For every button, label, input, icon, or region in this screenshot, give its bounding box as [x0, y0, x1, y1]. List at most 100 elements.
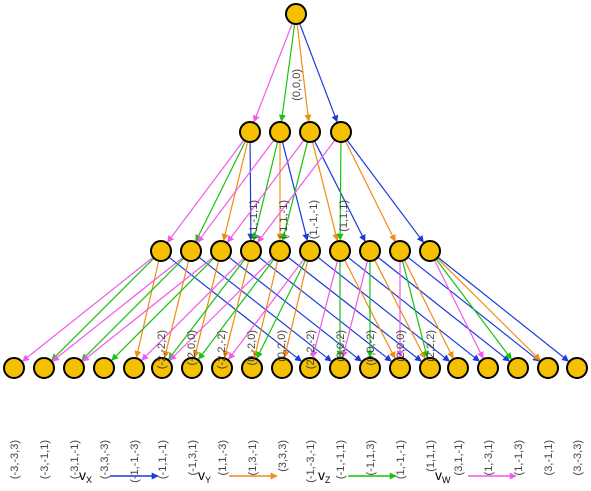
node-label: (3,-1,1)	[543, 440, 555, 475]
edge-vw	[141, 257, 245, 361]
node-label: (0,0,0)	[291, 69, 303, 101]
node-level-2-3	[240, 240, 262, 262]
node-level-2-2	[210, 240, 232, 262]
node-label: (-1,-1,1)	[335, 440, 347, 479]
edge-vy	[436, 257, 541, 361]
node-label: (-1,-3,-1)	[305, 440, 317, 483]
node-level-3-13	[389, 357, 411, 379]
node-level-2-1	[180, 240, 202, 262]
node-level-2-8	[389, 240, 411, 262]
edge-vz	[195, 140, 247, 242]
edge-vy	[162, 260, 190, 359]
edge-vx	[228, 256, 362, 362]
edge-vw	[310, 260, 339, 359]
edge-vz	[336, 141, 344, 241]
edge-vw	[433, 259, 484, 359]
node-level-3-12	[359, 357, 381, 379]
legend-label-vz: vZ	[318, 467, 331, 485]
node-label: (-3,1,-1)	[69, 440, 81, 479]
node-label: (-3,3,-3)	[99, 440, 111, 479]
node-level-3-3	[93, 357, 115, 379]
edge-vz	[435, 258, 512, 360]
node-level-3-7	[211, 357, 233, 379]
labels-layer: (0,0,0) (-1,-1,1) (-1,1,-1) (1,-1,-1) (1,1,1…	[9, 69, 584, 483]
node-level-3-11	[329, 357, 351, 379]
node-level-1-2	[299, 121, 321, 143]
node-label: (-1,-1,1)	[248, 200, 260, 239]
node-label: (0,0,2)	[335, 330, 347, 362]
node-label: (2,-2,-2)	[305, 330, 317, 369]
edge-vw	[82, 256, 214, 362]
edge-vw	[257, 139, 336, 243]
node-level-3-1	[33, 357, 55, 379]
node-level-1-1	[269, 121, 291, 143]
node-label: (1,-1,-1)	[395, 440, 407, 479]
node-label: (1,-3,1)	[483, 440, 495, 475]
edge-vz	[111, 257, 215, 361]
edge-vw	[228, 258, 305, 360]
node-label: (-1,1,-1)	[157, 440, 169, 479]
edge-vx	[313, 140, 366, 242]
nodes-layer	[3, 3, 588, 379]
edge-vy	[311, 141, 340, 242]
edge-vw	[22, 256, 154, 362]
node-level-3-17	[507, 357, 529, 379]
edge-vw	[197, 139, 275, 243]
node-level-3-14	[419, 357, 441, 379]
node-label: (-2,-2,2)	[156, 330, 168, 369]
node-label: (1,1,-3)	[217, 440, 229, 475]
edge-vw	[52, 256, 184, 362]
node-level-3-16	[477, 357, 499, 379]
node-label: (-1,1,-1)	[278, 200, 290, 239]
node-level-3-10	[299, 357, 321, 379]
node-level-3-6	[181, 357, 203, 379]
node-level-3-19	[566, 357, 588, 379]
node-level-3-9	[271, 357, 293, 379]
node-label: (1,-1,3)	[513, 440, 525, 475]
node-label: (-1,-1,-3)	[129, 440, 141, 483]
node-level-2-0	[150, 240, 172, 262]
node-label: (2,2,2)	[425, 330, 437, 362]
node-label: (1,1,1)	[338, 200, 350, 232]
node-label: (-3,-1,1)	[39, 440, 51, 479]
node-label: (-2,2,-2)	[216, 330, 228, 369]
edge-vw	[169, 257, 274, 361]
node-level-2-5	[299, 240, 321, 262]
edge-vy	[344, 140, 396, 242]
edges-layer	[22, 23, 569, 362]
legend: vX vY vZ vW	[79, 467, 517, 485]
edge-vw	[253, 23, 293, 123]
node-level-3-4	[123, 357, 145, 379]
node-level-3-18	[537, 357, 559, 379]
edge-vx	[299, 23, 339, 123]
edge-vz	[198, 258, 275, 360]
node-level-3-2	[63, 357, 85, 379]
node-label: (-3,-3,3)	[9, 440, 21, 479]
node-level-2-6	[329, 240, 351, 262]
node-label: (-1,3,1)	[187, 440, 199, 475]
edge-vx	[437, 256, 569, 362]
node-label: (1,1,1)	[425, 440, 437, 472]
edge-vx	[247, 141, 255, 241]
node-level-2-7	[359, 240, 381, 262]
node-level-1-3	[330, 121, 352, 143]
node-level-3-15	[447, 357, 469, 379]
legend-label-vw: vW	[435, 467, 451, 485]
edge-vy	[282, 260, 309, 358]
node-level-1-0	[239, 121, 261, 143]
node-level-0-0	[285, 3, 307, 25]
node-label: (0,2,0)	[276, 330, 288, 362]
edge-vz	[280, 141, 309, 242]
edge-vw	[340, 260, 369, 359]
legend-label-vx: vX	[79, 467, 92, 485]
node-label: (1,3,-1)	[247, 440, 259, 475]
node-label: (0,-2,0)	[246, 330, 258, 365]
node-level-3-5	[151, 357, 173, 379]
edge-vz	[278, 23, 296, 122]
node-label: (-2,0,0)	[186, 330, 198, 365]
node-label: (3,-3,3)	[572, 440, 584, 475]
edge-vw	[227, 139, 305, 243]
node-level-2-9	[419, 240, 441, 262]
node-label: (1,-1,-1)	[308, 200, 320, 239]
